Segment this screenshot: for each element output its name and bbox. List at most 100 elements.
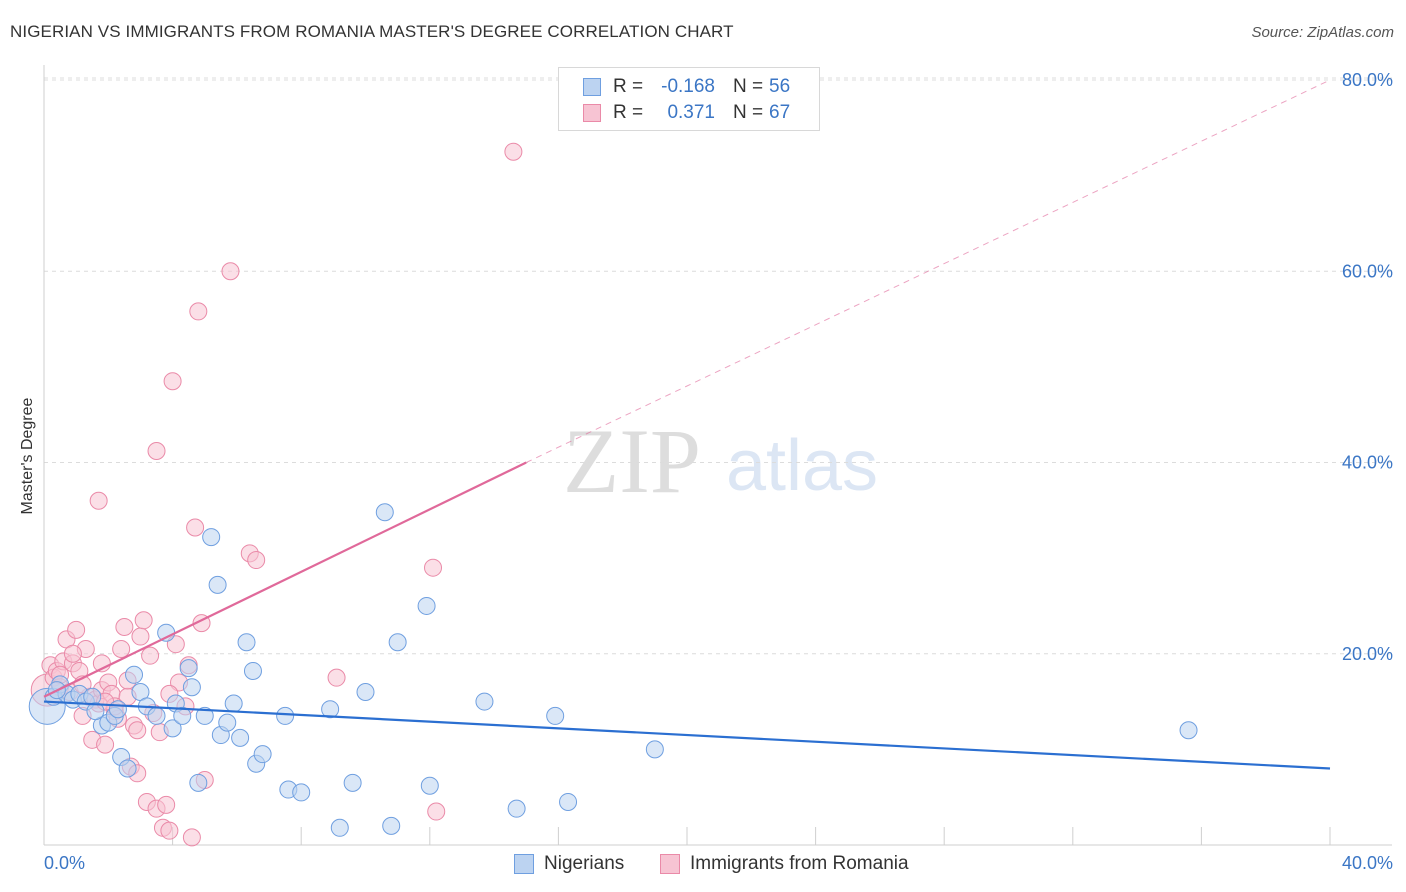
nigerian-point [202, 528, 221, 547]
r-label: R = [613, 76, 644, 97]
nigerian-point [173, 706, 192, 725]
legend-item-romania[interactable]: Immigrants from Romania [660, 853, 909, 875]
romania-trend-line [43, 461, 527, 698]
romania-point [147, 442, 166, 461]
romania-point [186, 518, 205, 537]
x-tick-label: 40.0% [1342, 853, 1393, 873]
romania-point [134, 611, 153, 630]
nigerian-point [189, 773, 208, 792]
r-label: R = [613, 102, 644, 123]
romania-point [96, 735, 115, 754]
stats-row-romania: R = 0.371 N = 67 [583, 101, 790, 125]
nigerian-point [195, 706, 214, 725]
nigerians-trend-line [43, 700, 1331, 770]
romania-point [89, 491, 108, 510]
romania-point [182, 828, 201, 847]
nigerian-point [420, 776, 439, 795]
watermark-zip: ZIP [563, 410, 701, 512]
r-value: -0.168 [661, 76, 715, 97]
n-label: N = [733, 76, 764, 97]
nigerian-point [559, 792, 578, 811]
y-tick-label: 60.0% [1342, 261, 1393, 281]
y-tick-label: 80.0% [1342, 70, 1393, 90]
nigerian-point [253, 745, 272, 764]
nigerian-point [108, 700, 127, 719]
nigerian-point [86, 702, 105, 721]
source-label: Source: ZipAtlas.com [1251, 24, 1394, 41]
x-tick-label: 0.0% [44, 853, 85, 873]
nigerians-legend-swatch [514, 854, 534, 874]
tick-labels: 20.0% 40.0% 60.0% 80.0% 0.0% 40.0% [44, 70, 1393, 873]
romania-point [189, 302, 208, 321]
romania-point [157, 795, 176, 814]
trend-lines [43, 79, 1331, 770]
nigerian-point [645, 740, 664, 759]
nigerian-point [321, 700, 340, 719]
nigerian-point [276, 706, 295, 725]
nigerian-point [118, 759, 137, 778]
nigerian-point [224, 694, 243, 713]
nigerian-point [356, 683, 375, 701]
nigerian-point [157, 623, 176, 642]
legend-label: Immigrants from Romania [690, 853, 909, 874]
romania-point [327, 668, 346, 687]
romania-point [128, 721, 147, 740]
romania-point [221, 262, 240, 281]
nigerians-swatch [583, 78, 601, 96]
nigerian-point [1179, 721, 1198, 740]
watermark-atlas: atlas [726, 426, 878, 506]
nigerian-point [417, 596, 436, 615]
legend-label: Nigerians [544, 853, 625, 874]
y-tick-label: 20.0% [1342, 644, 1393, 664]
nigerian-point [182, 678, 201, 697]
legend-item-nigerians[interactable]: Nigerians [514, 853, 624, 875]
romania-point [131, 627, 150, 646]
nigerian-point [382, 816, 401, 835]
nigerian-point [231, 728, 250, 747]
nigerian-point [388, 633, 407, 652]
n-label: N = [733, 102, 764, 123]
romania-legend-swatch [660, 854, 680, 874]
y-tick-label: 40.0% [1342, 453, 1393, 473]
romania-point [63, 644, 82, 663]
nigerian-point [125, 665, 144, 684]
nigerian-point [243, 661, 262, 680]
romania-point [247, 551, 266, 570]
nigerian-points [28, 503, 1198, 837]
nigerian-point [546, 706, 565, 725]
chart-title: NIGERIAN VS IMMIGRANTS FROM ROMANIA MAST… [10, 22, 734, 41]
stats-row-nigerians: R = -0.168 N = 56 [583, 75, 790, 99]
stats-legend: R = -0.168 N = 56 R = 0.371 N = 67 [558, 67, 820, 131]
nigerian-point [179, 659, 198, 678]
nigerian-point [237, 633, 256, 652]
nigerian-point [218, 713, 237, 732]
romania-point [141, 646, 160, 665]
n-value: 67 [769, 102, 791, 123]
nigerian-point [208, 575, 227, 594]
nigerian-point [507, 799, 526, 818]
nigerian-point [147, 706, 166, 725]
romania-point [424, 558, 443, 577]
romania-point [112, 639, 131, 658]
nigerian-point [163, 719, 182, 738]
nigerian-point [343, 773, 362, 792]
watermark: ZIP atlas [563, 410, 878, 512]
grid [44, 77, 1392, 655]
romania-point [67, 620, 86, 639]
y-axis-label: Master's Degree [19, 397, 36, 515]
romania-point [166, 635, 185, 654]
nigerian-point [292, 783, 311, 802]
romania-point [427, 802, 446, 821]
romania-point [160, 821, 179, 840]
n-value: 56 [769, 76, 791, 97]
r-value: 0.371 [667, 102, 715, 123]
nigerian-point [330, 818, 349, 837]
romania-trend-extension [526, 79, 1331, 463]
romania-points [30, 142, 523, 847]
romania-swatch [583, 104, 601, 122]
nigerian-point [475, 692, 494, 711]
nigerian-point [375, 503, 394, 522]
romania-point [163, 372, 182, 391]
romania-point [504, 142, 523, 161]
